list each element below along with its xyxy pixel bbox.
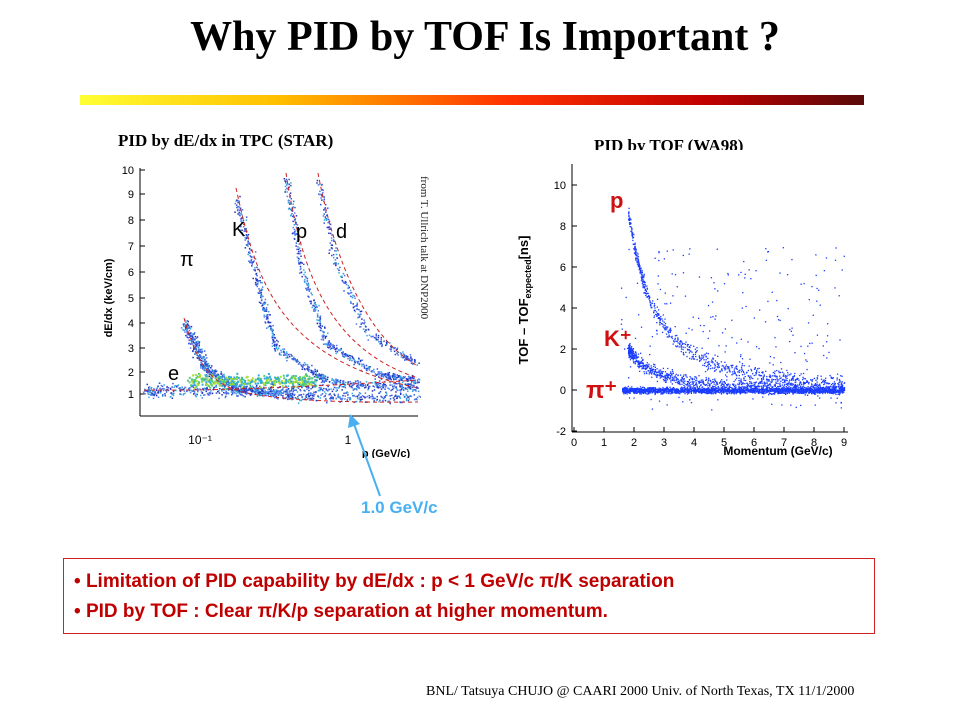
footer-credit: BNL/ Tatsuya CHUJO @ CAARI 2000 Univ. of… [426, 684, 855, 699]
deuteron-label: d [336, 221, 347, 243]
dedx-x-axis-label: p (GeV/c) [362, 448, 411, 458]
tof-x-tick-label: 4 [691, 437, 697, 449]
tof-proton-label: p [610, 188, 623, 213]
dedx-y-tick-label: 2 [128, 367, 134, 379]
tof-x-tick-label: 7 [781, 437, 787, 449]
tof-x-tick-label: 2 [631, 437, 637, 449]
dedx-y-tick-label: 10 [122, 165, 134, 177]
tof-y-tick-label: 6 [560, 262, 566, 274]
bullet-2-text: PID by TOF : Clear π/K/p separation at h… [85, 601, 608, 622]
dedx-y-tick-label: 6 [128, 267, 134, 279]
bullet-1-text: Limitation of PID capability by dE/dx : … [85, 571, 675, 592]
tof-x-tick-label: 0 [571, 437, 577, 449]
pion-label: π [180, 249, 194, 271]
tof-x-tick-label: 6 [751, 437, 757, 449]
tof-axes [571, 164, 848, 433]
tof-y-tick-label: 8 [560, 221, 566, 233]
summary-bullet-dedx: • Limitation of PID capability by dE/dx … [74, 571, 675, 592]
dedx-y-ticks: 1 2 3 4 5 6 7 8 9 10 [122, 165, 145, 401]
slide-title: Why PID by TOF Is Important ? [190, 14, 780, 60]
tof-y-tick-label: 10 [554, 180, 566, 192]
dedx-y-tick-label: 3 [128, 343, 134, 355]
dedx-y-tick-label: 7 [128, 241, 134, 253]
dedx-band-curves [143, 172, 419, 403]
dedx-y-tick-label: 9 [128, 189, 134, 201]
dedx-plot: 1 2 3 4 5 6 7 8 9 10 dE/dx (keV/cm) p (GeV/c) 10⁻… [96, 158, 421, 458]
dedx-y-tick-label: 4 [128, 318, 134, 330]
kaon-label: K [232, 219, 246, 241]
dedx-y-tick-label: 8 [128, 215, 134, 227]
summary-box: • Limitation of PID capability by dE/dx … [63, 558, 875, 634]
dedx-axes [139, 168, 418, 417]
tof-kaon-label: K⁺ [604, 326, 632, 351]
title-gradient-bar [80, 95, 864, 105]
tof-y-tick-label: 4 [560, 303, 566, 315]
reference-note: from T. Ullrich talk at DNP2000 [418, 176, 430, 320]
proton-label: p [296, 221, 307, 243]
tof-y-ticks: -2 0 2 4 6 8 10 [554, 180, 577, 438]
tof-plot: -2 0 2 4 6 8 10 0 1 2 3 4 5 6 7 8 9 TOF – TOFexpected[n… [508, 150, 860, 462]
arrow-1gev [348, 414, 381, 497]
tof-x-tick-label: 1 [601, 437, 607, 449]
tof-x-tick-label: 3 [661, 437, 667, 449]
dedx-plot-title: PID by dE/dx in TPC (STAR) [118, 131, 334, 150]
arrow-label: 1.0 GeV/c [361, 498, 438, 517]
tof-pion-label: π⁺ [586, 377, 617, 404]
summary-bullet-tof: • PID by TOF : Clear π/K/p separation at… [74, 601, 608, 622]
dedx-x-tick-1: 1 [345, 433, 352, 447]
tof-x-axis-label: Momentum (GeV/c) [723, 444, 832, 458]
tof-x-tick-label: 9 [841, 437, 847, 449]
dedx-y-tick-label: 5 [128, 293, 134, 305]
dedx-x-tick-0.1: 10⁻¹ [188, 433, 212, 447]
tof-y-tick-label: -2 [556, 426, 566, 438]
tof-scatter-points [620, 207, 846, 411]
tof-y-tick-label: 0 [560, 385, 566, 397]
dedx-y-axis-label: dE/dx (keV/cm) [103, 258, 115, 337]
dedx-scatter-points [142, 178, 421, 405]
electron-label: e [168, 363, 179, 385]
tof-y-axis-label: TOF – TOFexpected[ns] [516, 236, 533, 365]
tof-x-tick-label: 5 [721, 437, 727, 449]
tof-x-tick-label: 8 [811, 437, 817, 449]
tof-y-tick-label: 2 [560, 344, 566, 356]
dedx-y-tick-label: 1 [128, 389, 134, 401]
tof-x-ticks: 0 1 2 3 4 5 6 7 8 9 [571, 427, 847, 449]
